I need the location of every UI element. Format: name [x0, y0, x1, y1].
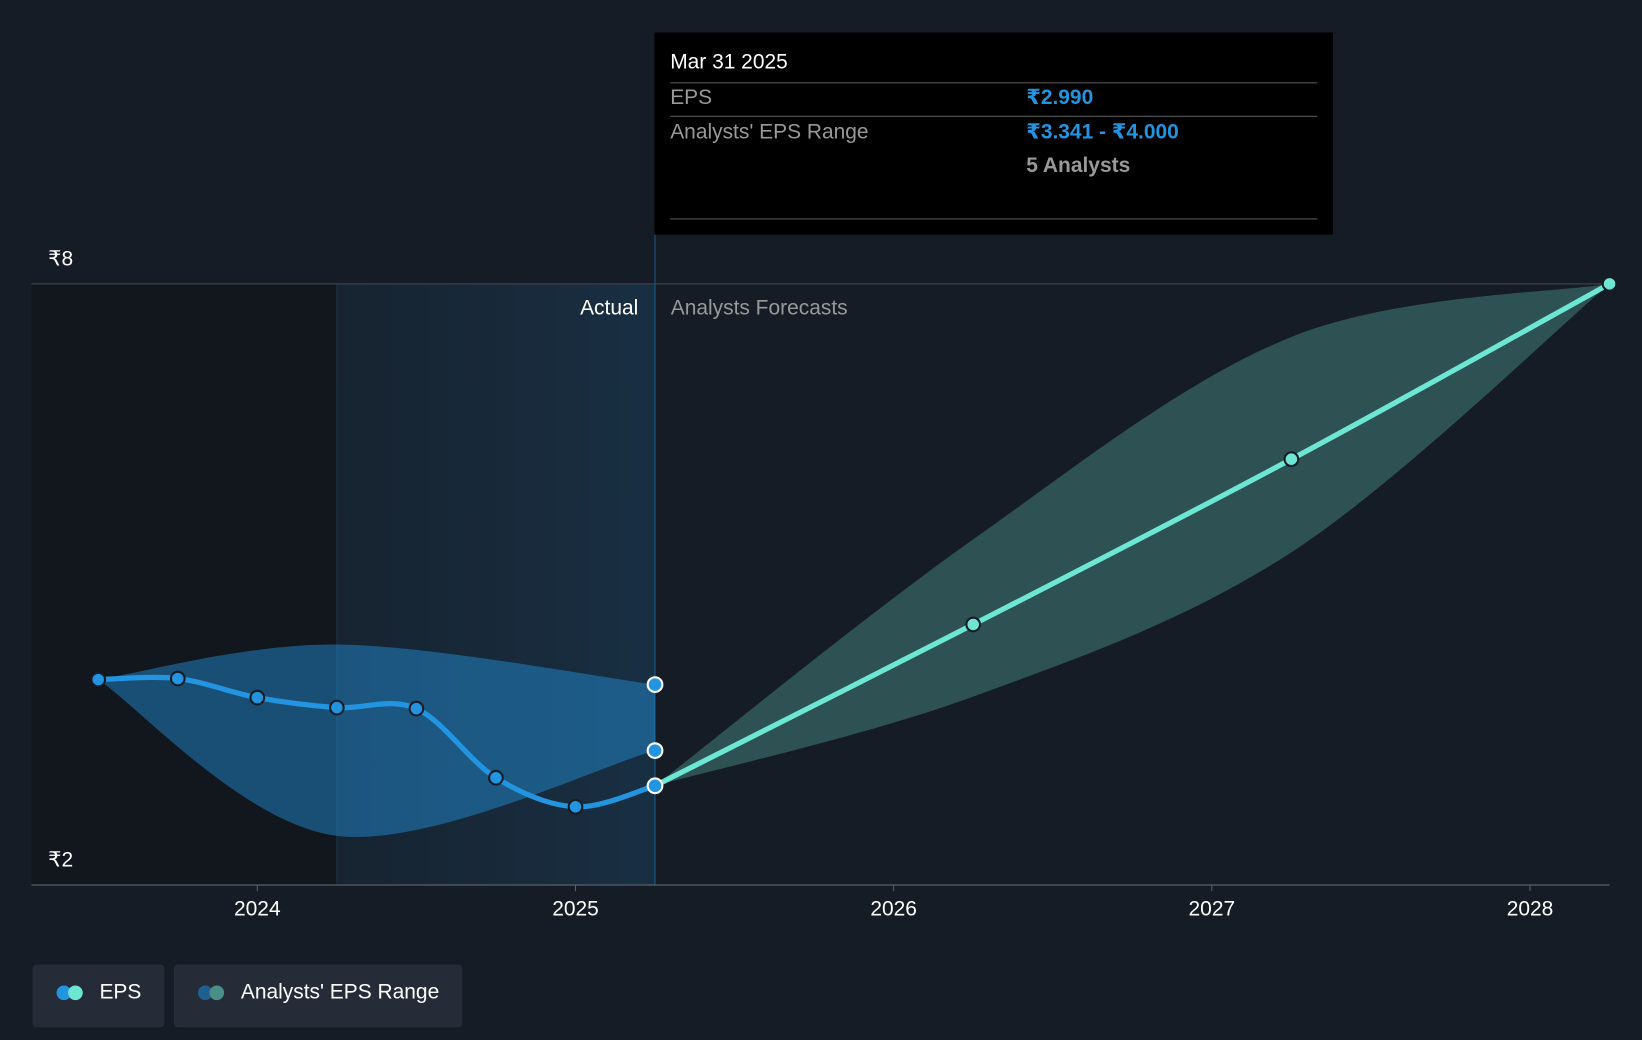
tooltip-box — [654, 32, 1334, 235]
eps-point — [488, 769, 504, 786]
range-point — [646, 742, 664, 759]
legend-label: EPS — [99, 980, 141, 1003]
tooltip-analysts: 5 Analysts — [1026, 154, 1130, 177]
y-tick-label: ₹8 — [48, 247, 73, 270]
legend-swatch — [197, 985, 213, 1001]
legend-swatch — [68, 985, 83, 1001]
legend: EPS Analysts' EPS Range — [32, 964, 463, 1028]
eps-point — [1283, 451, 1300, 468]
range-point — [646, 676, 664, 693]
eps-point — [965, 616, 982, 633]
x-tick-label: 2026 — [870, 898, 917, 921]
eps-point — [646, 777, 664, 795]
legend-item[interactable]: Analysts' EPS Range — [173, 964, 463, 1028]
tooltip-value: ₹3.341 - ₹4.000 — [1026, 121, 1179, 144]
x-tick-label: 2025 — [552, 898, 599, 921]
eps-point — [169, 670, 186, 687]
eps-point — [408, 700, 425, 717]
eps-point — [329, 699, 345, 716]
tooltip-value: ₹2.990 — [1026, 86, 1093, 109]
x-tick-label: 2028 — [1507, 898, 1554, 921]
eps-point — [90, 671, 107, 688]
eps-point — [1601, 276, 1618, 292]
eps-point — [249, 689, 266, 706]
legend-label: Analysts' EPS Range — [241, 980, 439, 1003]
actual-label: Actual — [580, 297, 638, 320]
range-band — [655, 283, 1610, 786]
legend-box — [173, 964, 463, 1028]
tooltip-label: Analysts' EPS Range — [670, 121, 868, 144]
legend-item[interactable]: EPS — [32, 964, 165, 1028]
past-region — [31, 283, 337, 885]
tooltip-date: Mar 31 2025 — [670, 50, 788, 73]
x-tick-label: 2027 — [1189, 898, 1236, 921]
eps-point — [567, 798, 584, 815]
x-tick-label: 2024 — [234, 898, 281, 921]
tooltip-label: EPS — [670, 86, 712, 109]
legend-box — [32, 964, 165, 1028]
y-tick-label: ₹2 — [48, 848, 73, 871]
plot-area: ₹2 ₹8 2024 2025 2026 2027 2028 Actual Analysts F… — [31, 234, 1618, 921]
legend-swatch — [56, 985, 72, 1001]
forecast-label: Analysts Forecasts — [671, 297, 848, 320]
tooltip: Mar 31 2025 EPS ₹2.990 Analysts' EPS Ran… — [654, 32, 1334, 235]
legend-swatch — [209, 985, 225, 1001]
eps-line — [652, 281, 1613, 789]
